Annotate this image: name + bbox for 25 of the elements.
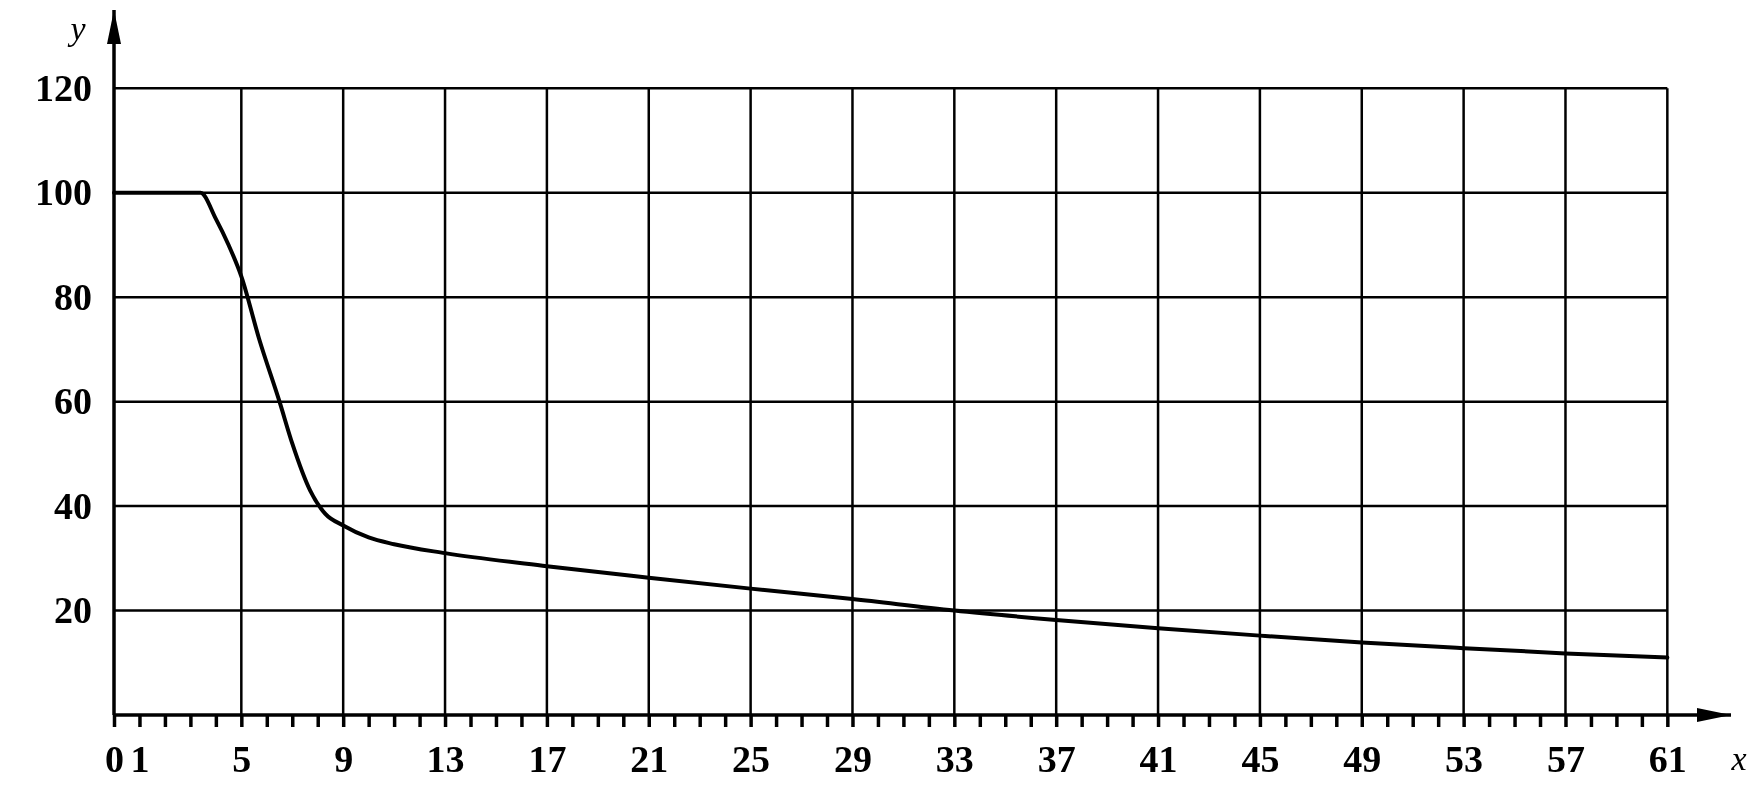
y-axis-title: y	[67, 10, 87, 47]
x-tick-label: 21	[630, 737, 669, 780]
y-tick-label: 80	[54, 275, 92, 318]
x-tick-label: 53	[1445, 737, 1484, 780]
y-tick-label: 20	[54, 589, 92, 632]
x-tick-label: 29	[833, 737, 872, 780]
x-tick-label: 17	[528, 737, 567, 780]
x-axis-title: x	[1730, 740, 1747, 777]
x-tick-label: 61	[1648, 737, 1687, 780]
x-tick-label: 33	[935, 737, 974, 780]
y-tick-label: 40	[54, 484, 92, 527]
x-tick-label: 1	[130, 737, 150, 780]
x-tick-label: 13	[426, 737, 465, 780]
x-tick-label: 45	[1241, 737, 1280, 780]
x-tick-label: 25	[732, 737, 771, 780]
y-tick-label: 60	[54, 380, 92, 423]
x-tick-label: 5	[232, 737, 252, 780]
x-tick-label: 37	[1037, 737, 1076, 780]
y-tick-label: 120	[35, 66, 92, 109]
x-tick-label: 9	[334, 737, 354, 780]
y-tick-label: 100	[35, 171, 92, 214]
x-tick-label: 41	[1139, 737, 1178, 780]
x-tick-label: 0	[105, 737, 124, 780]
x-tick-label: 49	[1343, 737, 1382, 780]
x-tick-label: 57	[1546, 737, 1585, 780]
